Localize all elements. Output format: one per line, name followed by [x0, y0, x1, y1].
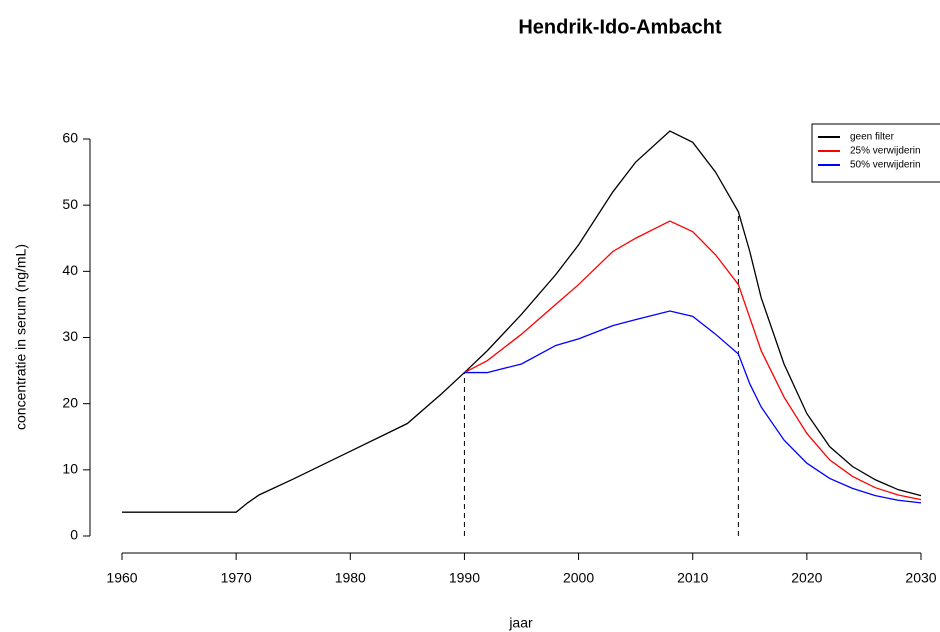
x-tick-label: 2020 [791, 570, 822, 586]
y-axis-label: concentratie in serum (ng/mL) [13, 244, 29, 430]
series-line [122, 130, 922, 513]
x-tick-label: 2030 [905, 570, 936, 586]
x-tick-label: 1980 [335, 570, 366, 586]
y-tick-label: 0 [70, 527, 78, 543]
x-tick-label: 1970 [221, 570, 252, 586]
x-tick-label: 2010 [677, 570, 708, 586]
y-tick-label: 60 [62, 130, 78, 146]
y-tick-label: 50 [62, 196, 78, 212]
legend-label: 25% verwijderin [850, 146, 921, 157]
x-axis-label: jaar [508, 615, 533, 631]
y-tick-label: 10 [62, 461, 78, 477]
y-tick-label: 20 [62, 394, 78, 410]
series-line [464, 310, 922, 504]
chart-title: Hendrik-Ido-Ambacht [518, 16, 722, 38]
x-tick-label: 2000 [563, 570, 594, 586]
legend-box [811, 123, 940, 183]
y-tick-label: 30 [62, 328, 78, 344]
legend-label: geen filter [850, 132, 895, 143]
x-tick-label: 1990 [449, 570, 480, 586]
series-line [464, 220, 922, 501]
x-tick-label: 1960 [106, 570, 137, 586]
y-tick-label: 40 [62, 262, 78, 278]
legend-label: 50% verwijderin [850, 160, 921, 171]
